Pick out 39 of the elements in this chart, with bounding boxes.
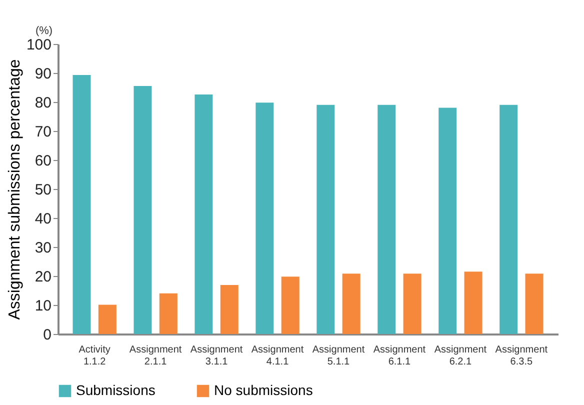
x-tick-label: Assignment 6.1.1 bbox=[373, 344, 426, 368]
bar bbox=[159, 293, 178, 334]
bar bbox=[464, 272, 482, 334]
legend-label: Submissions bbox=[76, 382, 156, 398]
x-tick-label: Assignment 6.3.5 bbox=[495, 344, 548, 368]
bar bbox=[525, 274, 544, 334]
y-axis-title: Assignment submissions percentage bbox=[6, 59, 24, 320]
y-tick-label: 40 bbox=[34, 210, 52, 228]
legend-label: No submissions bbox=[214, 382, 313, 398]
bar bbox=[72, 75, 91, 334]
x-tick-label: Assignment 2.1.1 bbox=[129, 344, 182, 368]
y-tick-label: 10 bbox=[34, 298, 52, 314]
bar bbox=[256, 102, 274, 334]
x-tick-label: Assignment 4.1.1 bbox=[251, 344, 304, 368]
bar bbox=[281, 276, 300, 334]
x-tick-label: Assignment 3.1.1 bbox=[190, 344, 243, 368]
y-tick-label: 90 bbox=[34, 66, 52, 82]
y-tick-label: 80 bbox=[34, 94, 52, 112]
bar bbox=[403, 274, 422, 334]
bar bbox=[194, 94, 213, 334]
bar bbox=[500, 104, 518, 334]
bar bbox=[98, 304, 116, 334]
y-tick-label: 50 bbox=[34, 182, 52, 198]
text: (%) bbox=[35, 25, 53, 37]
y-tick-label: 100 bbox=[26, 36, 52, 54]
x-tick-label: Activity 1.1.2 bbox=[78, 344, 110, 368]
bar bbox=[438, 108, 457, 334]
bar bbox=[316, 104, 335, 334]
x-tick-label: Assignment 6.2.1 bbox=[434, 344, 487, 368]
bar bbox=[134, 86, 152, 334]
bar bbox=[220, 284, 238, 334]
y-tick-label: 60 bbox=[34, 152, 52, 170]
y-tick-label: 30 bbox=[34, 240, 52, 256]
y-tick-label: 70 bbox=[34, 124, 52, 140]
x-tick-label: Assignment 5.1.1 bbox=[312, 344, 365, 368]
y-tick-label: 20 bbox=[34, 268, 52, 286]
bar bbox=[378, 104, 396, 334]
y-tick-label: 0 bbox=[43, 326, 52, 344]
bar bbox=[342, 274, 360, 334]
